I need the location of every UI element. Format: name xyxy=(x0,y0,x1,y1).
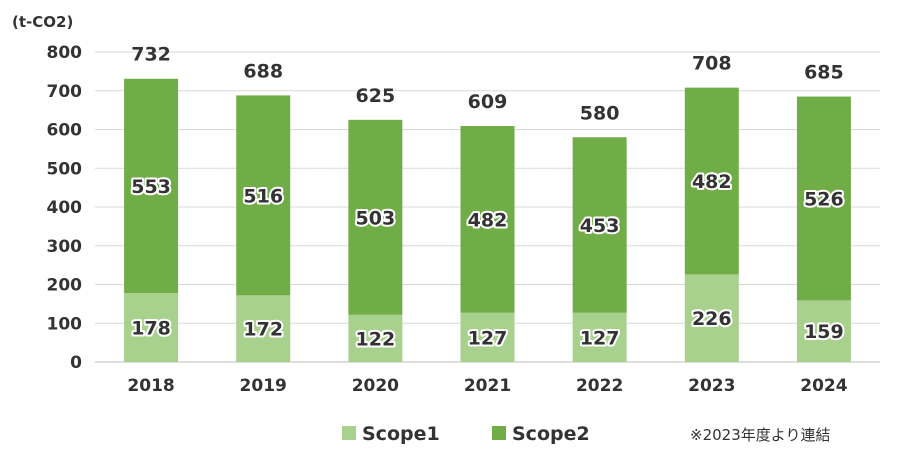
y-tick-label-0: 0 xyxy=(70,353,82,373)
total-label-2020: 625 xyxy=(356,85,396,107)
x-tick-label-2019: 2019 xyxy=(240,376,287,396)
y-tick-label-200: 200 xyxy=(47,276,83,296)
data-label-scope1-2018: 178 xyxy=(131,318,171,340)
bar-scope2-2024 xyxy=(796,96,851,301)
legend-label-scope2: Scope2 xyxy=(512,423,590,445)
bar-scope1-2022 xyxy=(572,312,627,362)
y-tick-label-300: 300 xyxy=(47,237,83,257)
total-label-2021: 609 xyxy=(468,91,508,113)
data-labels: 178 553 732 172 516 688 122 503 625 127 482 609 127 4… xyxy=(129,44,846,353)
data-label-scope1-2022: 127 xyxy=(580,327,620,349)
bar-scope2-2020 xyxy=(348,119,403,315)
x-tick-label-2022: 2022 xyxy=(576,376,623,396)
bar-scope1-2023 xyxy=(684,274,739,362)
x-tick-label-2024: 2024 xyxy=(800,376,847,396)
bar-scope1-2024 xyxy=(796,300,851,362)
legend-swatch-scope2 xyxy=(492,426,506,440)
total-label-2019: 688 xyxy=(243,60,283,82)
y-tick-label-400: 400 xyxy=(47,198,83,218)
footnote: ※2023年度より連結 xyxy=(690,426,831,444)
data-label-scope1-2023: 226 xyxy=(692,308,732,330)
total-label-2023: 708 xyxy=(692,53,732,75)
y-axis-unit-label: (t-CO2) xyxy=(12,13,73,31)
bar-scope2-2023 xyxy=(684,87,739,275)
data-label-scope2-2018: 553 xyxy=(131,176,171,198)
legend-swatch-scope1 xyxy=(342,426,356,440)
data-label-scope2-2021: 482 xyxy=(468,209,508,231)
x-tick-label-2021: 2021 xyxy=(464,376,511,396)
x-tick-label-2018: 2018 xyxy=(127,376,174,396)
x-axis-ticks: 2018 2019 2020 2021 2022 2023 2024 xyxy=(127,376,847,396)
y-tick-label-800: 800 xyxy=(47,43,83,63)
bar-scope2-2021 xyxy=(460,126,515,313)
bar-scope1-2018 xyxy=(124,293,179,362)
data-label-scope2-2024: 526 xyxy=(804,188,844,210)
y-tick-label-700: 700 xyxy=(47,82,83,102)
data-label-scope2-2023: 482 xyxy=(692,171,732,193)
bar-scope1-2021 xyxy=(460,312,515,362)
bar-scope1-2019 xyxy=(236,295,291,362)
x-tick-label-2023: 2023 xyxy=(688,376,735,396)
data-label-scope1-2020: 122 xyxy=(356,328,396,350)
x-tick-label-2020: 2020 xyxy=(352,376,399,396)
data-label-scope1-2019: 172 xyxy=(243,319,283,341)
bar-scope2-2018 xyxy=(124,78,179,294)
y-tick-label-500: 500 xyxy=(47,159,83,179)
total-label-2022: 580 xyxy=(580,102,620,124)
data-label-scope1-2021: 127 xyxy=(468,327,508,349)
data-label-scope2-2020: 503 xyxy=(356,207,396,229)
y-axis-ticks: 0 100 200 300 400 500 600 700 800 xyxy=(47,43,83,373)
y-tick-label-600: 600 xyxy=(47,121,83,141)
total-label-2018: 732 xyxy=(131,44,171,66)
data-label-scope1-2024: 159 xyxy=(804,321,844,343)
bar-scope2-2019 xyxy=(236,95,291,296)
data-label-scope2-2019: 516 xyxy=(243,185,283,207)
bar-scope1-2020 xyxy=(348,314,403,362)
bars xyxy=(124,78,851,362)
bar-scope2-2022 xyxy=(572,137,627,313)
total-label-2024: 685 xyxy=(804,62,844,84)
data-label-scope2-2022: 453 xyxy=(580,215,620,237)
y-tick-label-100: 100 xyxy=(47,314,83,334)
legend-label-scope1: Scope1 xyxy=(362,423,440,445)
legend: Scope1 Scope2 xyxy=(342,423,590,445)
